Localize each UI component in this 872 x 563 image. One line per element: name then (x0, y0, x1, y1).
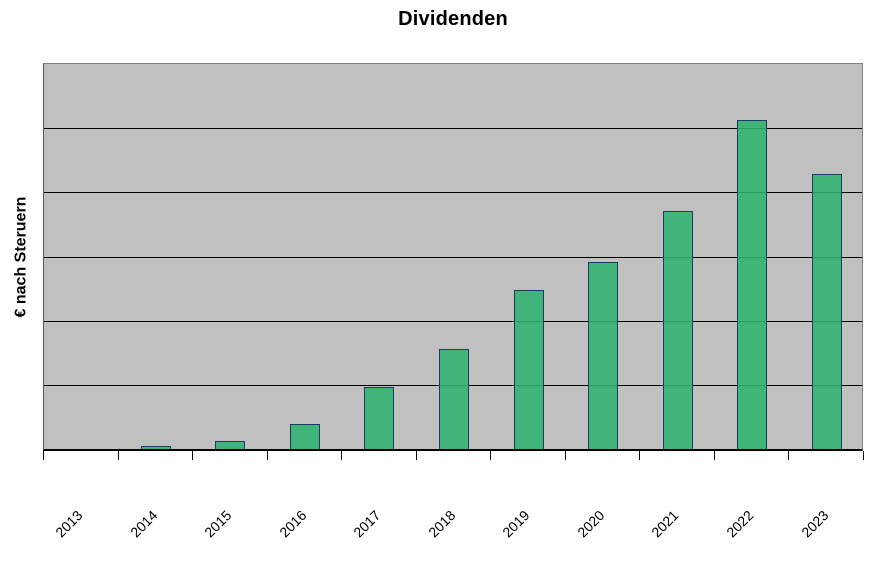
y-axis-title: € nach Steruern (0, 63, 42, 451)
x-axis-tick (639, 451, 640, 460)
x-axis-label-2018: 2018 (424, 507, 459, 541)
chart-title: Dividenden (398, 8, 508, 30)
bar-2015 (215, 441, 245, 449)
x-axis-label-2023: 2023 (797, 507, 832, 541)
x-axis-tick (490, 451, 491, 460)
bar-2021 (663, 211, 693, 449)
gridline (44, 128, 862, 130)
bar-2023 (812, 174, 842, 449)
x-axis-tick (788, 451, 789, 460)
x-axis-label-2013: 2013 (52, 507, 86, 541)
x-axis-label-2020: 2020 (574, 507, 608, 541)
x-axis-tick (341, 451, 342, 460)
bar-2020 (588, 262, 618, 449)
bar-2014 (141, 446, 171, 449)
x-axis-tick (267, 451, 268, 460)
x-axis-tick (43, 451, 44, 460)
x-axis-tick (714, 451, 715, 460)
x-axis-label-2021: 2021 (648, 507, 682, 541)
x-axis-label-2015: 2015 (201, 507, 235, 541)
plot-area (43, 63, 863, 451)
x-axis-tick (118, 451, 119, 460)
x-axis-tick (416, 451, 417, 460)
x-axis-label-2014: 2014 (126, 507, 161, 541)
x-axis-label-2016: 2016 (275, 507, 310, 541)
x-axis-label-2017: 2017 (350, 507, 384, 541)
x-axis-label-2022: 2022 (723, 507, 757, 541)
bar-2022 (737, 120, 767, 449)
bar-2018 (439, 349, 469, 449)
gridline (44, 320, 862, 322)
gridline (44, 192, 862, 194)
x-axis-tick (565, 451, 566, 460)
x-axis-tick (863, 451, 864, 460)
bar-2019 (514, 290, 544, 449)
gridline (44, 256, 862, 258)
bar-2017 (364, 387, 394, 449)
bar-2016 (290, 424, 320, 449)
y-axis-title-text: € nach Steruern (12, 196, 29, 318)
x-axis-label-2019: 2019 (499, 507, 533, 541)
x-axis-tick (192, 451, 193, 460)
